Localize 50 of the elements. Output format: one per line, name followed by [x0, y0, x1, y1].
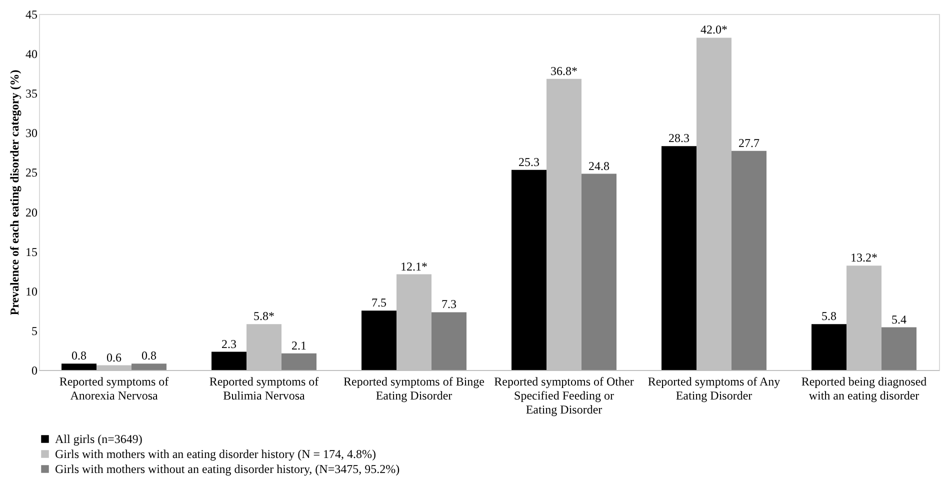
bar: [812, 324, 846, 370]
data-label: 2.1: [292, 338, 306, 352]
y-tick-label: 10: [26, 284, 38, 298]
data-label: 36.8*: [550, 64, 578, 78]
y-tick-label: 15: [26, 244, 38, 259]
data-label: 5.8: [822, 309, 836, 324]
bar: [432, 312, 466, 370]
bar: [662, 146, 696, 370]
y-tick-label: 40: [26, 47, 38, 62]
bar: [512, 170, 546, 370]
bar: [62, 364, 96, 370]
data-label: 42.0*: [700, 22, 728, 37]
data-label: 7.5: [372, 296, 386, 310]
data-label: 5.4: [892, 312, 906, 326]
y-tick-label: 5: [32, 324, 38, 338]
data-label: 24.8: [588, 158, 610, 173]
bar: [212, 352, 246, 370]
y-tick-label: 0: [32, 364, 38, 378]
data-label: 13.2*: [850, 250, 878, 265]
data-label: 28.3: [668, 131, 690, 146]
data-label: 12.1*: [400, 259, 428, 274]
legend-label: All girls (n=3649): [55, 432, 142, 446]
y-tick-label: 35: [26, 86, 38, 101]
y-tick-label: 30: [26, 126, 38, 140]
bar: [132, 364, 166, 370]
data-label: 0.8: [72, 348, 86, 363]
data-label: 7.3: [442, 297, 456, 312]
x-tick-label: Reported symptoms of Bulimia Nervosa: [209, 374, 319, 402]
y-tick-label: 45: [26, 8, 38, 22]
legend-label: Girls with mothers with an eating disorder history (N = 174, 4.8%): [55, 447, 376, 461]
data-label: 2.3: [222, 336, 236, 351]
data-label: 0.8: [142, 348, 156, 363]
x-tick-label: Reported symptoms of Any Eating Disorder: [648, 374, 780, 402]
y-tick-label: 20: [26, 205, 38, 220]
y-tick-label: 25: [26, 166, 38, 180]
x-tick-label: Reported being diagnosed with an eating disorder: [801, 374, 927, 402]
bar: [362, 310, 396, 370]
bar: [582, 174, 616, 370]
bar: [882, 327, 916, 370]
data-label: 5.8*: [254, 309, 274, 324]
x-tick-label: Reported symptoms of Binge Eating Disorder: [344, 374, 484, 402]
bar: [282, 353, 316, 370]
data-label: 0.6: [106, 350, 122, 364]
y-axis-title: Prevalence of each eating disorder category (%): [8, 70, 22, 316]
x-tick-label: Reported symptoms of Anorexia Nervosa: [59, 374, 169, 402]
legend-label: Girls with mothers without an eating disorder history, (N=3475, 95.2%): [55, 462, 400, 476]
bar: [732, 150, 766, 370]
x-tick-label: Reported symptoms of Other Specified Feeding or Eating Disorder: [494, 374, 634, 416]
data-label: 25.3: [518, 154, 540, 169]
data-label: 27.7: [738, 136, 760, 150]
